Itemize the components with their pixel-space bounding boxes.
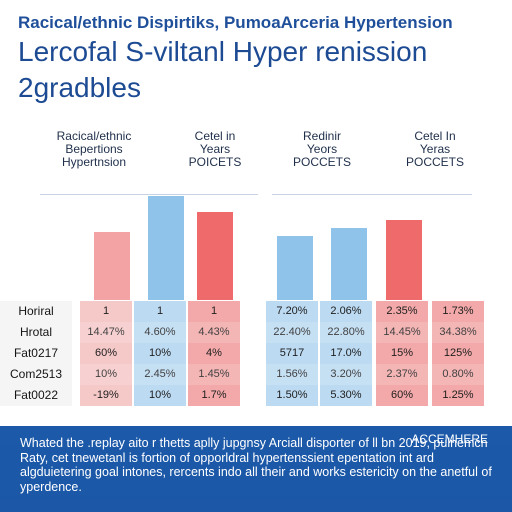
bar-3: [197, 212, 233, 300]
table-row-label: Fat0022: [0, 385, 72, 406]
table-cell: 60%: [376, 385, 428, 406]
table-cell: 4%: [188, 343, 240, 364]
table-cell: 125%: [432, 343, 484, 364]
group-header-2: Cetel in Years POICETS: [160, 130, 270, 169]
table-cell: 14.47%: [80, 322, 132, 343]
table-cell: 60%: [80, 343, 132, 364]
table-cell: 7.20%: [266, 301, 318, 322]
suptitle: Racical/ethnic Dispirtiks, PumoaArceria …: [18, 13, 453, 32]
table-cell: 1.50%: [266, 385, 318, 406]
table-cell: 10%: [80, 364, 132, 385]
table-cell: 1: [134, 301, 186, 322]
title-line-2: 2gradbles: [18, 72, 141, 103]
group-header-line: Yeors: [306, 142, 338, 156]
group-header-line: Yeras: [419, 142, 451, 156]
group-header-line: Years: [199, 142, 231, 156]
group-header-3: Redinir Yeors POCCETS: [262, 130, 382, 169]
accent-label: ACCEMHERE: [411, 432, 488, 446]
group-header-line: POCCETS: [292, 155, 351, 169]
table-row-label: Fat0217: [0, 343, 72, 364]
bar-5: [331, 228, 367, 300]
separator-right: [272, 194, 472, 195]
table-row-label: Com2513: [0, 364, 72, 385]
group-header-line: Racical/ethnic: [56, 129, 132, 143]
table-row-label: Horiral: [0, 301, 72, 322]
group-header-line: Redinir: [302, 129, 341, 143]
group-header-1: Racical/ethnic Bepertions Hypertnsion: [24, 130, 164, 169]
table-cell: 1.7%: [188, 385, 240, 406]
table-cell: 2.06%: [320, 301, 372, 322]
group-header-line: POICETS: [188, 155, 242, 169]
table-cell: 2.37%: [376, 364, 428, 385]
table-cell: 2.45%: [134, 364, 186, 385]
group-header-4: Cetel In Yeras POCCETS: [380, 130, 490, 169]
group-header-line: Cetel In: [414, 129, 456, 143]
table-cell: 4.60%: [134, 322, 186, 343]
table-cell: 1.56%: [266, 364, 318, 385]
bar-2: [148, 196, 184, 300]
bar-4: [277, 236, 313, 300]
table-cell: 34.38%: [432, 322, 484, 343]
group-header-line: POCCETS: [405, 155, 464, 169]
table-cell: 1.73%: [432, 301, 484, 322]
title-line-1: Lercofal S-viltanl Hyper renission: [18, 36, 428, 67]
table-cell: 3.20%: [320, 364, 372, 385]
group-header-line: Cetel in: [194, 129, 236, 143]
header: Racical/ethnic Dispirtiks, PumoaArceria …: [0, 0, 512, 114]
table-cell: 14.45%: [376, 322, 428, 343]
table-cell: 22.40%: [266, 322, 318, 343]
table-cell: 2.35%: [376, 301, 428, 322]
table-cell: 10%: [134, 385, 186, 406]
table-cell: 1.25%: [432, 385, 484, 406]
separator-left: [40, 194, 258, 195]
table-cell: 1.45%: [188, 364, 240, 385]
bar-chart: [94, 196, 422, 300]
table-cell: 0.80%: [432, 364, 484, 385]
table-cell: 17.0%: [320, 343, 372, 364]
table-cell: 1: [188, 301, 240, 322]
bar-1: [94, 232, 130, 300]
table-cell: 15%: [376, 343, 428, 364]
table-cell: 10%: [134, 343, 186, 364]
table-cell: 5.30%: [320, 385, 372, 406]
bar-6: [386, 220, 422, 300]
table-cell: -19%: [80, 385, 132, 406]
table-cell: 22.80%: [320, 322, 372, 343]
group-header-line: Bepertions: [65, 142, 123, 156]
table-row-label: Hrotal: [0, 322, 72, 343]
table-cell: 1: [80, 301, 132, 322]
footnote: Whated the .replay aito r thetts aplly j…: [20, 436, 492, 494]
table-cell: 5717: [266, 343, 318, 364]
table-cell: 4.43%: [188, 322, 240, 343]
group-header-line: Hypertnsion: [61, 155, 127, 169]
